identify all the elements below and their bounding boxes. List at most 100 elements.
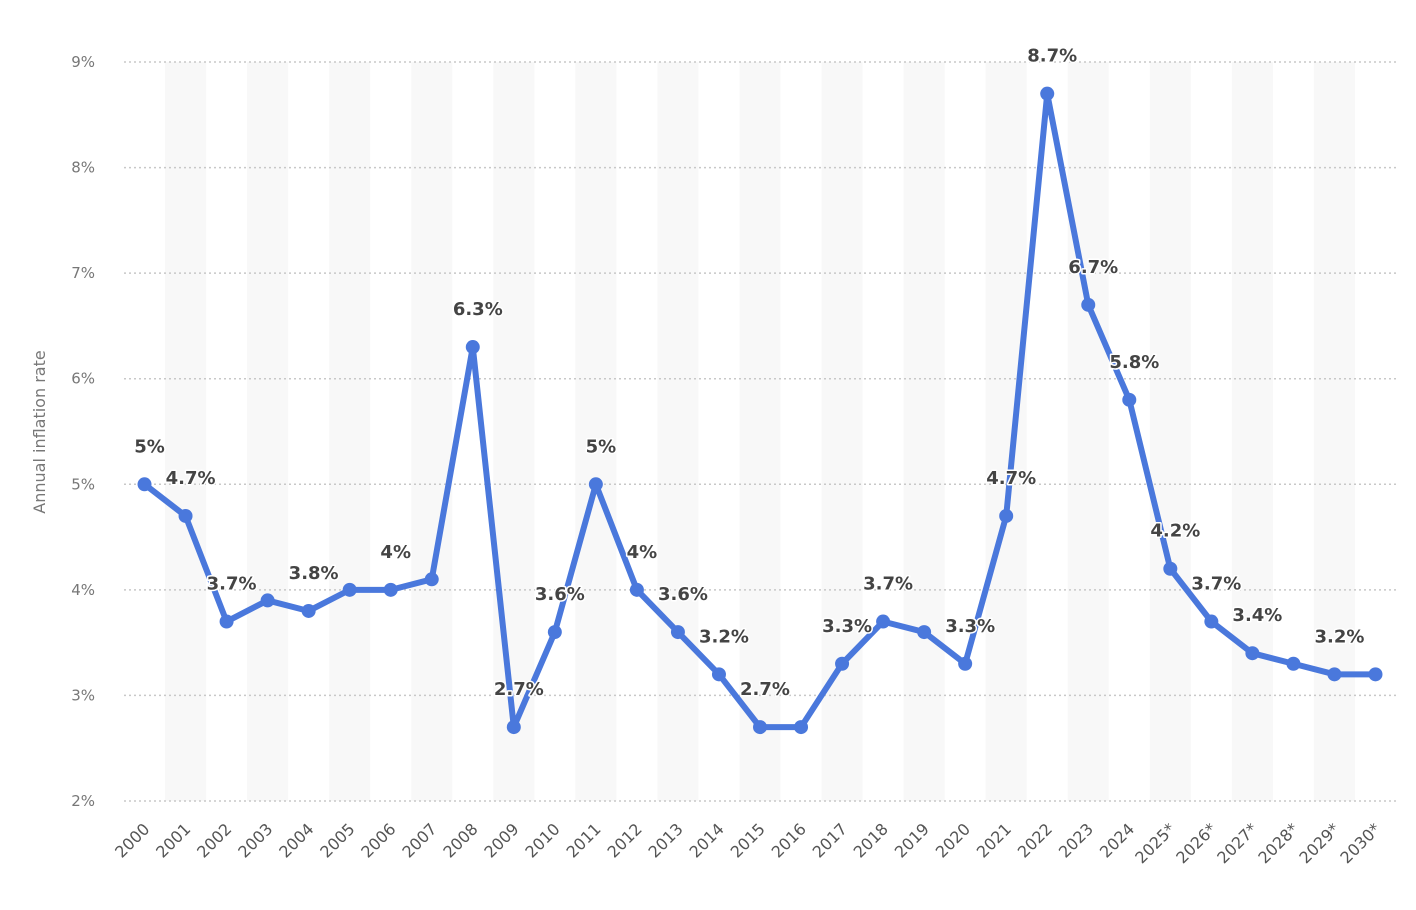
- data-label: 5%: [134, 436, 165, 457]
- data-label: 6.3%: [453, 299, 503, 320]
- data-label: 8.7%: [1027, 46, 1077, 67]
- x-tick-label: 2012: [604, 819, 646, 861]
- data-point: [794, 720, 809, 735]
- x-tick-label: 2025*: [1131, 819, 1179, 867]
- x-tick-label: 2010: [521, 819, 563, 861]
- x-tick-label: 2004: [275, 819, 317, 861]
- data-label: 3.4%: [1232, 605, 1282, 626]
- band: [985, 62, 1027, 801]
- x-tick-label: 2017: [809, 819, 851, 861]
- data-points: [137, 86, 1383, 735]
- x-tick-label: 2013: [645, 819, 687, 861]
- data-label: 4%: [627, 542, 658, 563]
- data-point: [1204, 614, 1219, 629]
- x-tick-label: 2021: [973, 819, 1015, 861]
- data-point: [588, 477, 603, 492]
- data-labels: 5%4.7%3.7%3.8%4%6.3%2.7%3.6%5%4%3.6%3.2%…: [133, 44, 1366, 701]
- data-point: [670, 625, 685, 640]
- data-point: [876, 614, 891, 629]
- x-tick-label: 2026*: [1172, 819, 1220, 867]
- band: [1231, 62, 1273, 801]
- band: [821, 62, 863, 801]
- data-point: [1245, 646, 1260, 661]
- band: [739, 62, 781, 801]
- data-label: 5%: [586, 436, 617, 457]
- y-tick-label: 3%: [71, 686, 95, 704]
- data-label: 5.8%: [1109, 352, 1159, 373]
- data-label: 3.7%: [863, 574, 913, 595]
- band: [1149, 62, 1191, 801]
- y-tick-label: 7%: [71, 264, 95, 282]
- x-tick-label: 2002: [193, 819, 235, 861]
- x-tick-label: 2006: [357, 819, 399, 861]
- x-tick-label: 2022: [1014, 819, 1056, 861]
- data-point: [753, 720, 767, 735]
- data-point: [1163, 561, 1178, 576]
- x-tick-label: 2001: [152, 819, 194, 861]
- band: [1067, 62, 1109, 801]
- data-label: 4.7%: [166, 468, 216, 489]
- x-tick-label: 2029*: [1295, 819, 1343, 867]
- band: [903, 62, 945, 801]
- x-tick-label: 2009: [480, 819, 522, 861]
- data-point: [383, 582, 398, 597]
- x-tick-label: 2011: [562, 819, 604, 861]
- y-tick-label: 9%: [71, 53, 95, 71]
- x-tick-label: 2003: [234, 819, 276, 861]
- data-point: [835, 656, 850, 671]
- data-point: [917, 625, 932, 640]
- data-point: [629, 582, 644, 597]
- data-label: 4.7%: [986, 468, 1036, 489]
- data-point: [178, 508, 193, 523]
- y-tick-label: 8%: [71, 159, 95, 177]
- data-point: [711, 667, 726, 682]
- band: [411, 62, 453, 801]
- x-axis-ticks: 2000200120022003200420052006200720082009…: [111, 819, 1384, 867]
- data-point: [424, 572, 439, 587]
- x-tick-label: 2020: [932, 819, 974, 861]
- data-label: 3.3%: [945, 616, 995, 637]
- data-label: 3.6%: [535, 584, 585, 605]
- x-tick-label: 2005: [316, 819, 358, 861]
- data-label: 3.6%: [658, 584, 708, 605]
- data-label: 3.7%: [1191, 574, 1241, 595]
- band: [575, 62, 617, 801]
- data-point: [547, 625, 562, 640]
- band: [329, 62, 371, 801]
- data-point: [958, 656, 973, 671]
- data-point: [1368, 667, 1383, 682]
- x-tick-label: 2028*: [1254, 819, 1302, 867]
- y-tick-label: 5%: [71, 475, 95, 493]
- data-label: 3.2%: [699, 626, 749, 647]
- data-label: 3.2%: [1314, 626, 1364, 647]
- y-axis-ticks: 2% 3% 4% 5% 6% 7% 8% 9%: [71, 53, 95, 810]
- x-tick-label: 2014: [686, 819, 728, 861]
- data-point: [465, 340, 480, 355]
- data-point: [999, 508, 1014, 523]
- data-label: 6.7%: [1068, 257, 1118, 278]
- data-point: [137, 477, 152, 492]
- x-tick-label: 2030*: [1336, 819, 1384, 867]
- data-label: 3.7%: [207, 574, 257, 595]
- x-tick-label: 2007: [398, 819, 440, 861]
- y-tick-label: 6%: [71, 370, 95, 388]
- x-tick-label: 2000: [111, 819, 153, 861]
- x-tick-label: 2016: [768, 819, 810, 861]
- data-point: [342, 582, 357, 597]
- band: [247, 62, 289, 801]
- x-tick-label: 2015: [727, 819, 769, 861]
- x-tick-label: 2008: [439, 819, 481, 861]
- data-point: [260, 593, 275, 608]
- data-point: [1286, 656, 1301, 671]
- band: [493, 62, 535, 801]
- data-label: 2.7%: [494, 679, 544, 700]
- y-tick-label: 4%: [71, 581, 95, 599]
- data-point: [219, 614, 234, 629]
- data-label: 4%: [380, 542, 411, 563]
- data-label: 2.7%: [740, 679, 790, 700]
- data-point: [506, 720, 521, 735]
- x-tick-label: 2019: [891, 819, 933, 861]
- band: [165, 62, 207, 801]
- y-axis-label: Annual inflation rate: [30, 350, 49, 513]
